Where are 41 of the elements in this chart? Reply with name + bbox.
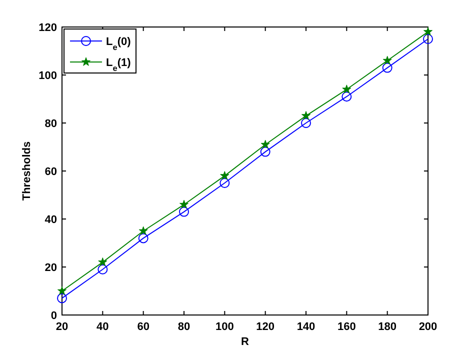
y-tick-label: 100 (38, 70, 57, 82)
y-tick-label: 60 (44, 166, 57, 178)
point (342, 92, 352, 102)
point (423, 27, 433, 36)
x-tick-label: 60 (137, 321, 150, 333)
x-axis-title: R (241, 336, 250, 348)
legend-label: L$_{e}$(1) (106, 57, 132, 72)
x-tick-label: 80 (178, 321, 190, 333)
point (260, 146, 270, 157)
point (98, 257, 108, 266)
x-tick-label: 40 (96, 321, 109, 333)
point (138, 226, 148, 235)
point (57, 286, 67, 295)
y-tick-label: 80 (44, 118, 57, 130)
point (220, 178, 230, 188)
point (179, 206, 189, 217)
x-tick-label: 20 (56, 321, 68, 333)
y-tick-label: 20 (44, 262, 57, 274)
point (220, 171, 230, 180)
point (260, 140, 270, 148)
point (342, 84, 352, 94)
x-tick-label: 120 (256, 321, 275, 333)
point (423, 34, 433, 44)
point (179, 200, 189, 208)
point (301, 118, 311, 128)
point (138, 233, 148, 244)
y-axis-title: Thresholds (21, 141, 33, 201)
x-tick-label: 140 (296, 321, 316, 333)
x-tick-label: 160 (337, 321, 356, 333)
point (57, 293, 67, 304)
point (382, 62, 392, 73)
point (98, 264, 108, 274)
x-tick-label: 200 (418, 321, 438, 333)
y-tick-label: 0 (50, 310, 57, 322)
point (301, 111, 311, 120)
legend-label: L$_{e}$(0) (106, 36, 132, 52)
y-tick-label: 120 (38, 22, 57, 34)
x-tick-label: 100 (215, 321, 234, 333)
x-tick-label: 180 (378, 321, 397, 333)
y-tick-label: 40 (44, 214, 57, 226)
point (382, 56, 392, 64)
